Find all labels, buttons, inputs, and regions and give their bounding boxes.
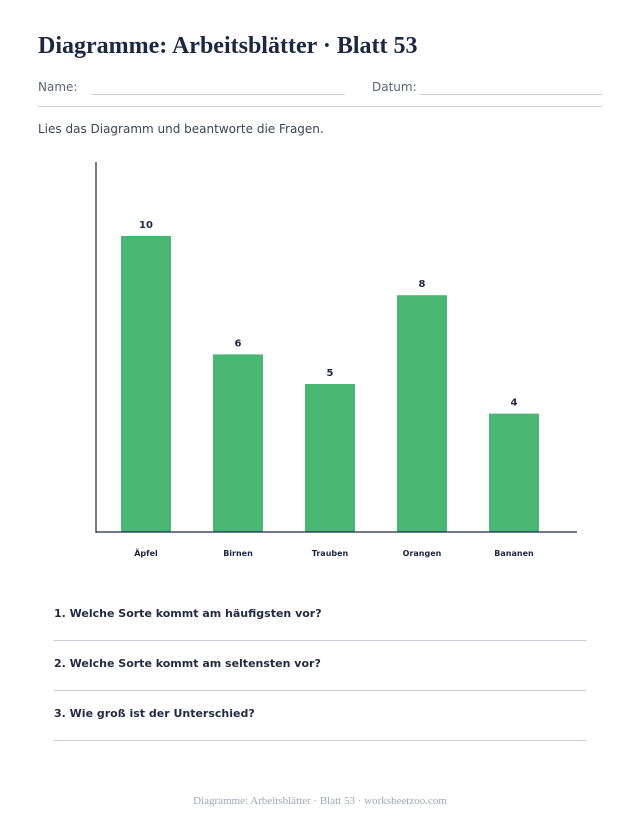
bar-1: [213, 354, 263, 532]
instruction-text: Lies das Diagramm und beantworte die Fra…: [38, 122, 324, 136]
answer-line-2[interactable]: [54, 690, 586, 691]
x-tick-label: Trauben: [312, 549, 349, 558]
question-1: 1. Welche Sorte kommt am häufigsten vor?: [54, 607, 322, 620]
page-title: Diagramme: Arbeitsblätter · Blatt 53: [38, 33, 418, 59]
answer-line-1[interactable]: [54, 640, 586, 641]
x-tick-label: Bananen: [494, 549, 534, 558]
name-field[interactable]: [92, 94, 345, 95]
bar-value-label: 6: [235, 338, 242, 349]
bar-0: [121, 236, 171, 532]
answer-line-3[interactable]: [54, 740, 586, 741]
bar-3: [397, 295, 447, 532]
date-label: Datum:: [372, 80, 417, 94]
bar-value-label: 4: [511, 398, 518, 409]
question-2: 2. Welche Sorte kommt am seltensten vor?: [54, 657, 321, 670]
name-label: Name:: [38, 80, 78, 94]
x-tick-label: Birnen: [223, 549, 253, 558]
x-tick-label: Äpfel: [134, 548, 158, 558]
bar-2: [305, 384, 355, 532]
bar-value-label: 10: [139, 220, 153, 231]
bar-4: [489, 413, 539, 532]
bar-chart: 10 Äpfel 6 Birnen 5 Trauben 8 Orangen 4 Bananen: [95, 162, 577, 558]
x-tick-label: Orangen: [403, 549, 442, 558]
question-3: 3. Wie groß ist der Unterschied?: [54, 707, 255, 720]
bar-value-label: 8: [419, 279, 426, 290]
header-divider: [38, 106, 602, 107]
date-field[interactable]: [420, 94, 602, 95]
bar-value-label: 5: [327, 368, 334, 379]
page-footer: Diagramme: Arbeitsblätter · Blatt 53 · w…: [193, 795, 447, 807]
